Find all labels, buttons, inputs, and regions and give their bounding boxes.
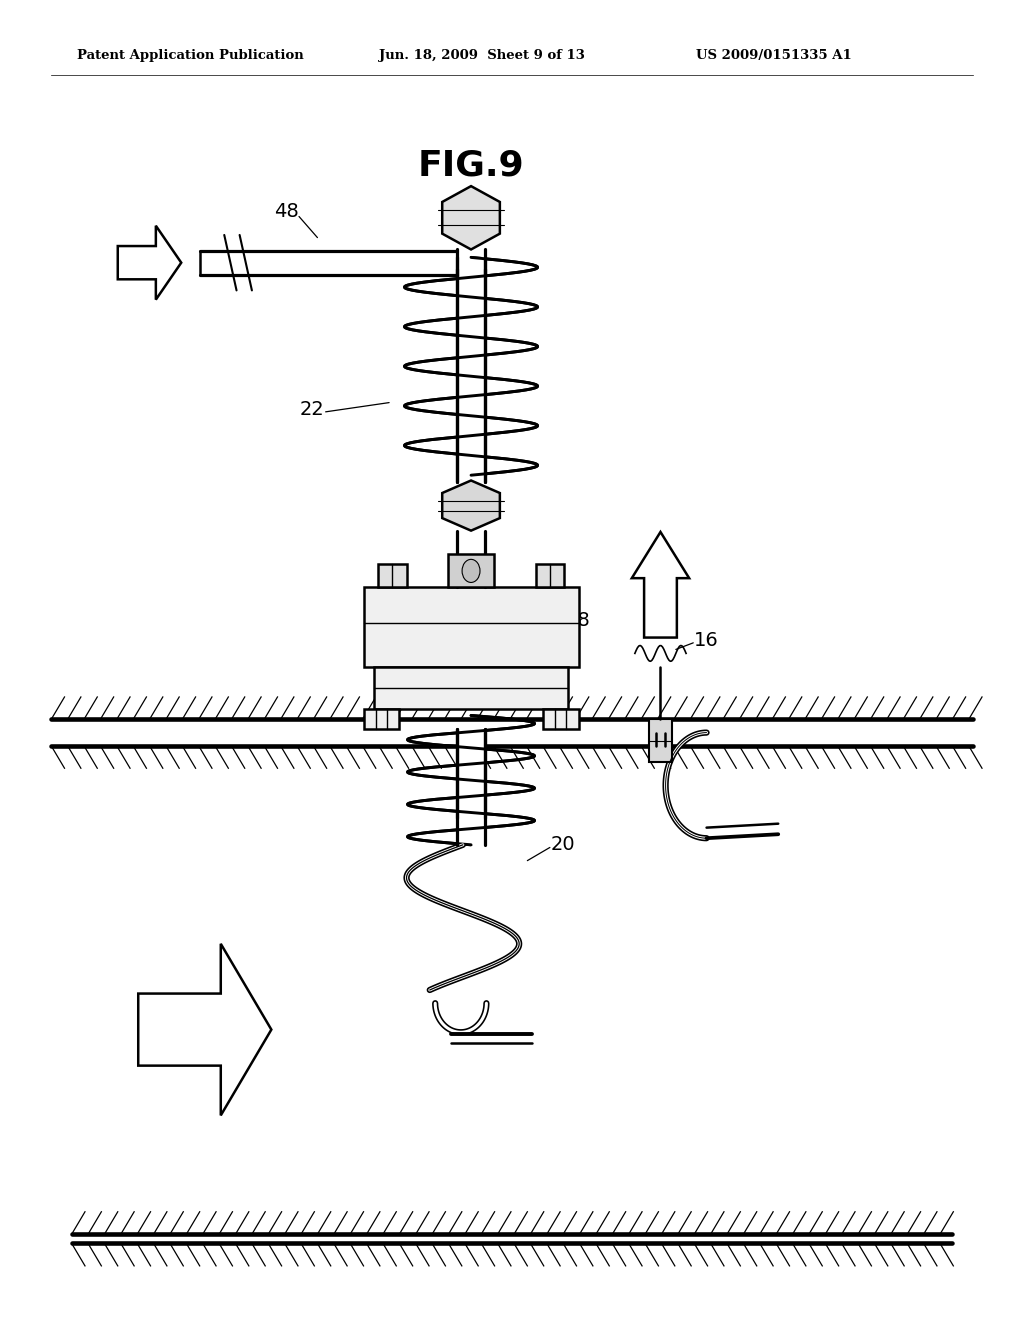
Text: US 2009/0151335 A1: US 2009/0151335 A1 [696, 49, 852, 62]
Text: Patent Application Publication: Patent Application Publication [77, 49, 303, 62]
Bar [378, 564, 407, 587]
Bar [649, 719, 672, 762]
Bar [364, 709, 399, 729]
Text: Jun. 18, 2009  Sheet 9 of 13: Jun. 18, 2009 Sheet 9 of 13 [379, 49, 585, 62]
Text: 20: 20 [551, 836, 575, 854]
Bar [449, 554, 494, 587]
Bar [536, 564, 564, 587]
Polygon shape [442, 186, 500, 249]
Polygon shape [118, 226, 181, 300]
Bar [457, 729, 485, 845]
Bar [364, 587, 579, 667]
Text: FIG.9: FIG.9 [418, 148, 524, 182]
Circle shape [462, 560, 480, 582]
Text: 22: 22 [300, 400, 325, 418]
Text: 16: 16 [694, 631, 719, 649]
Text: 18: 18 [566, 611, 591, 630]
Bar [374, 667, 568, 709]
Polygon shape [138, 944, 271, 1115]
Polygon shape [442, 480, 500, 531]
Bar [457, 257, 485, 482]
Bar [543, 709, 579, 729]
Text: 48: 48 [274, 202, 299, 220]
Polygon shape [632, 532, 689, 638]
